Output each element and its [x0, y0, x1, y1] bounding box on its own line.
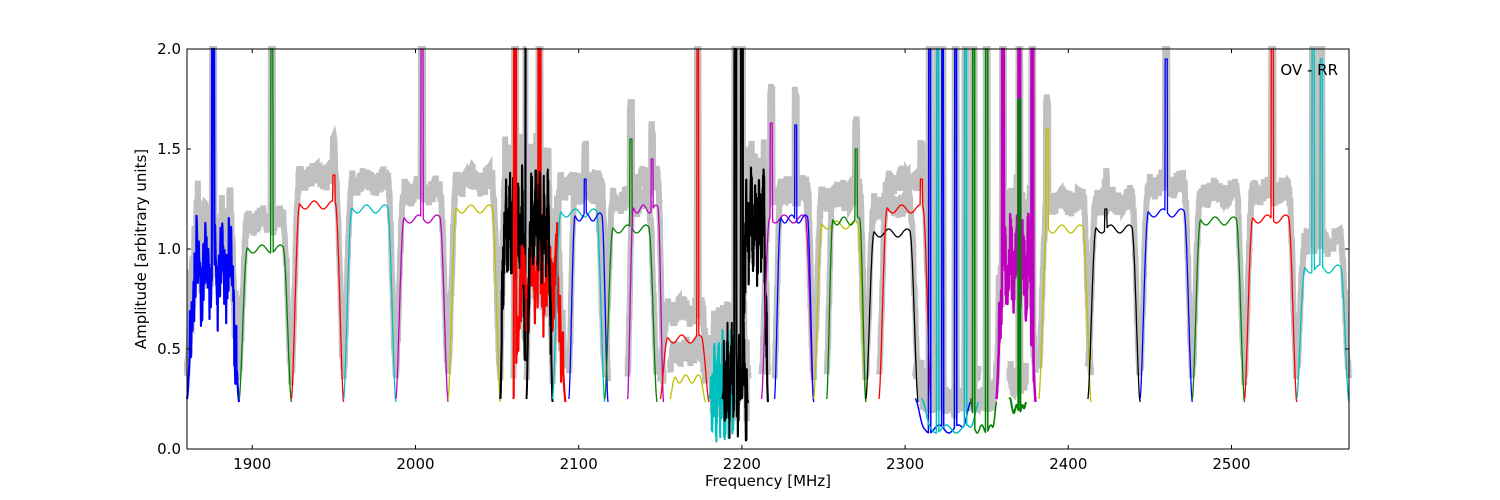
y-tick-label: 0.5 — [157, 340, 181, 358]
subband-line-22 — [865, 228, 919, 403]
subband-line-20 — [813, 220, 867, 403]
subband-line-33 — [1243, 48, 1298, 403]
background-trace-23 — [876, 139, 935, 385]
background-trace-13 — [657, 46, 713, 382]
subband-line-18 — [760, 122, 815, 403]
y-axis-title: Amplitude [arbitrary units] — [132, 149, 150, 349]
x-tick-label: 2000 — [396, 455, 434, 473]
background-trace-14 — [667, 335, 709, 384]
subband-line-1 — [238, 48, 293, 403]
subband-line-19 — [773, 124, 815, 403]
x-tick-label: 1900 — [233, 455, 271, 473]
background-trace-11 — [602, 99, 660, 380]
subband-line-21 — [826, 148, 867, 403]
subband-line-26 — [969, 48, 998, 434]
y-tick-label: 0.0 — [157, 440, 181, 458]
background-trace-29 — [1035, 94, 1095, 376]
subband-line-34 — [1296, 48, 1350, 403]
subband-line-11 — [604, 138, 658, 403]
plot-annotation: OV - RR — [1280, 61, 1338, 79]
y-tick-label: 2.0 — [157, 40, 181, 58]
subband-line-25 — [921, 48, 980, 434]
subband-line-32 — [1191, 216, 1246, 403]
subband-line-13 — [659, 48, 710, 403]
subband-line-28 — [1008, 98, 1027, 414]
subband-line-10 — [568, 178, 609, 403]
x-tick-label: 2200 — [723, 455, 761, 473]
background-trace-12 — [624, 121, 667, 384]
x-axis-ticks: 1900 2000 2100 2200 2300 2400 2500 — [233, 49, 1251, 473]
x-tick-label: 2400 — [1049, 455, 1087, 473]
y-tick-label: 1.5 — [157, 140, 181, 158]
background-trace-3 — [340, 166, 399, 380]
subband-line-3 — [343, 204, 397, 403]
background-trace-21 — [823, 116, 869, 377]
subband-line-9 — [551, 208, 606, 403]
background-trace-30 — [1084, 168, 1143, 376]
x-tick-label: 2300 — [886, 455, 924, 473]
background-trace-10 — [565, 140, 612, 382]
subband-line-30 — [1087, 208, 1141, 403]
y-tick-label: 1.0 — [157, 240, 181, 258]
subband-line-8 — [525, 168, 554, 403]
subband-line-29 — [1038, 128, 1092, 403]
subband-line-2 — [290, 174, 345, 403]
x-tick-label: 2500 — [1212, 455, 1250, 473]
background-trace-2 — [288, 124, 347, 374]
background-trace-32 — [1189, 177, 1248, 386]
x-axis-title: Frequency [MHz] — [705, 472, 831, 490]
subband-line-5 — [447, 204, 501, 403]
subband-line-31 — [1139, 58, 1193, 403]
y-axis-ticks: 0.0 0.5 1.0 1.5 2.0 — [157, 40, 1349, 458]
subband-line-14 — [669, 374, 707, 403]
x-tick-label: 2100 — [560, 455, 598, 473]
subband-line-12 — [626, 158, 665, 403]
series-layer — [185, 47, 1350, 443]
subband-line-17 — [740, 166, 770, 403]
background-trace-1 — [236, 46, 295, 386]
subband-line-23 — [878, 178, 932, 403]
background-trace-5 — [445, 156, 504, 375]
